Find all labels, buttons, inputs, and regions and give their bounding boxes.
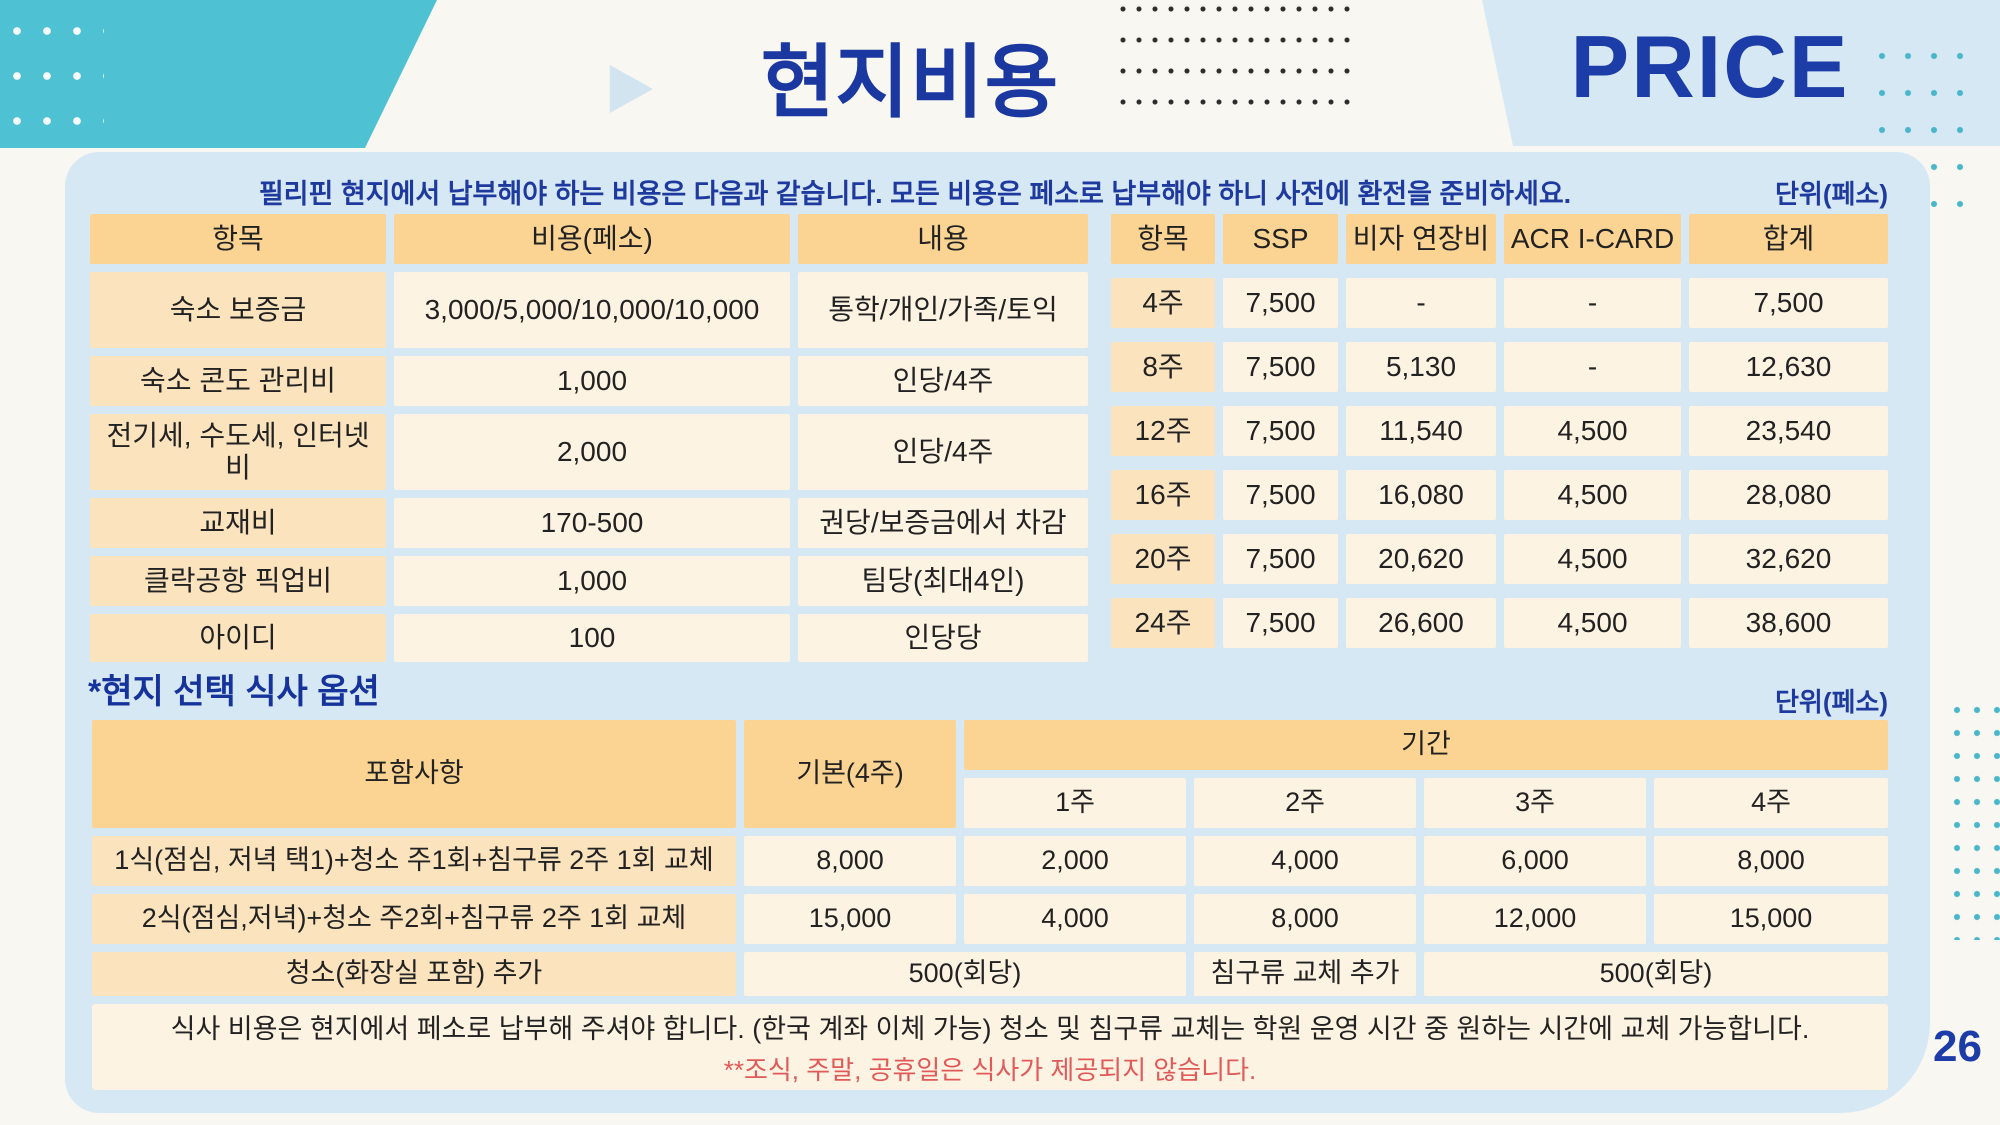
visa-cell-period: 20주 bbox=[1111, 534, 1215, 584]
cost-cell-cost: 3,000/5,000/10,000/10,000 bbox=[394, 272, 790, 348]
visa-cell-acr: 4,500 bbox=[1504, 534, 1681, 584]
visa-cell-visa: - bbox=[1346, 278, 1496, 328]
meal-note-box: 식사 비용은 현지에서 페소로 납부해 주셔야 합니다. (한국 계좌 이체 가… bbox=[92, 1004, 1888, 1090]
meal-note-warning: **조식, 주말, 공휴일은 식사가 제공되지 않습니다. bbox=[723, 1055, 1257, 1085]
cost-header-item: 항목 bbox=[90, 214, 386, 264]
visa-cell-period: 24주 bbox=[1111, 598, 1215, 648]
meal-cell-week4: 8,000 bbox=[1654, 836, 1888, 886]
intro-text: 필리핀 현지에서 납부해야 하는 비용은 다음과 같습니다. 모든 비용은 페소… bbox=[258, 179, 1572, 209]
cost-cell-item: 아이디 bbox=[90, 614, 386, 662]
visa-cell-ssp: 7,500 bbox=[1223, 406, 1338, 456]
visa-cell-acr: 4,500 bbox=[1504, 470, 1681, 520]
visa-header-visa: 비자 연장비 bbox=[1346, 214, 1496, 264]
visa-cell-ssp: 7,500 bbox=[1223, 598, 1338, 648]
visa-cell-total: 28,080 bbox=[1689, 470, 1888, 520]
meal-subheader-week3: 3주 bbox=[1424, 778, 1646, 828]
meal-cell-basic: 15,000 bbox=[744, 894, 956, 944]
meal-subheader-week1: 1주 bbox=[964, 778, 1186, 828]
visa-cell-period: 12주 bbox=[1111, 406, 1215, 456]
cost-cell-desc: 인당당 bbox=[798, 614, 1088, 662]
cost-cell-item: 숙소 보증금 bbox=[90, 272, 386, 348]
meal-subheader-week4: 4주 bbox=[1654, 778, 1888, 828]
teal-banner-shape bbox=[0, 0, 437, 148]
meal-extra-value1: 500(회당) bbox=[744, 952, 1186, 996]
local-cost-table: 항목 비용(페소) 내용 숙소 보증금 3,000/5,000/10,000/1… bbox=[90, 214, 1088, 662]
meal-cell-week2: 8,000 bbox=[1194, 894, 1416, 944]
visa-cell-ssp: 7,500 bbox=[1223, 342, 1338, 392]
price-heading: PRICE bbox=[1570, 17, 1850, 116]
cost-cell-item: 숙소 콘도 관리비 bbox=[90, 356, 386, 406]
visa-cell-acr: 4,500 bbox=[1504, 598, 1681, 648]
cost-cell-item: 전기세, 수도세, 인터넷비 bbox=[90, 414, 386, 490]
meal-cell-included: 1식(점심, 저녁 택1)+청소 주1회+침구류 2주 1회 교체 bbox=[92, 836, 736, 886]
cost-cell-desc: 팀당(최대4인) bbox=[798, 556, 1088, 606]
meal-cell-included: 2식(점심,저녁)+청소 주2회+침구류 2주 1회 교체 bbox=[92, 894, 736, 944]
cost-cell-cost: 2,000 bbox=[394, 414, 790, 490]
visa-cell-total: 32,620 bbox=[1689, 534, 1888, 584]
visa-cell-total: 7,500 bbox=[1689, 278, 1888, 328]
cost-cell-desc: 통학/개인/가족/토익 bbox=[798, 272, 1088, 348]
meal-cell-basic: 8,000 bbox=[744, 836, 956, 886]
visa-cell-total: 23,540 bbox=[1689, 406, 1888, 456]
cost-cell-desc: 인당/4주 bbox=[798, 356, 1088, 406]
visa-cell-ssp: 7,500 bbox=[1223, 534, 1338, 584]
meal-cell-week4: 15,000 bbox=[1654, 894, 1888, 944]
visa-cell-visa: 16,080 bbox=[1346, 470, 1496, 520]
meal-cell-week1: 4,000 bbox=[964, 894, 1186, 944]
meal-extra-label2: 침구류 교체 추가 bbox=[1194, 952, 1416, 996]
visa-cell-period: 16주 bbox=[1111, 470, 1215, 520]
meal-extra-value2: 500(회당) bbox=[1424, 952, 1888, 996]
visa-header-acr: ACR I-CARD bbox=[1504, 214, 1681, 264]
page-title: 현지비용 bbox=[760, 38, 1060, 127]
black-dot-pattern bbox=[1120, 6, 1352, 114]
visa-cell-acr: - bbox=[1504, 278, 1681, 328]
cost-header-cost: 비용(페소) bbox=[394, 214, 790, 264]
meal-cell-week2: 4,000 bbox=[1194, 836, 1416, 886]
meal-option-table: 포함사항 기본(4주) 기간 1주 2주 3주 4주 1식(점심, 저녁 택1)… bbox=[92, 720, 1888, 996]
meal-header-basic: 기본(4주) bbox=[744, 720, 956, 828]
cost-cell-desc: 권당/보증금에서 차감 bbox=[798, 498, 1088, 548]
cost-cell-cost: 170-500 bbox=[394, 498, 790, 548]
visa-cell-total: 38,600 bbox=[1689, 598, 1888, 648]
cost-cell-item: 클락공항 픽업비 bbox=[90, 556, 386, 606]
visa-cell-ssp: 7,500 bbox=[1223, 278, 1338, 328]
meal-subheader-week2: 2주 bbox=[1194, 778, 1416, 828]
meal-cell-week3: 6,000 bbox=[1424, 836, 1646, 886]
cost-cell-cost: 1,000 bbox=[394, 356, 790, 406]
cost-header-desc: 내용 bbox=[798, 214, 1088, 264]
cost-cell-cost: 1,000 bbox=[394, 556, 790, 606]
meal-header-period: 기간 bbox=[964, 720, 1888, 770]
cost-cell-item: 교재비 bbox=[90, 498, 386, 548]
cost-cell-desc: 인당/4주 bbox=[798, 414, 1088, 490]
unit-label-meal: 단위(페소) bbox=[1775, 687, 1888, 717]
cost-cell-cost: 100 bbox=[394, 614, 790, 662]
visa-cell-visa: 20,620 bbox=[1346, 534, 1496, 584]
visa-cell-acr: - bbox=[1504, 342, 1681, 392]
visa-header-period: 항목 bbox=[1111, 214, 1215, 264]
visa-cell-total: 12,630 bbox=[1689, 342, 1888, 392]
play-triangle-icon bbox=[609, 65, 653, 113]
visa-cell-acr: 4,500 bbox=[1504, 406, 1681, 456]
visa-cell-ssp: 7,500 bbox=[1223, 470, 1338, 520]
meal-extra-label: 청소(화장실 포함) 추가 bbox=[92, 952, 736, 996]
visa-cell-period: 4주 bbox=[1111, 278, 1215, 328]
visa-cell-period: 8주 bbox=[1111, 342, 1215, 392]
unit-label-top: 단위(페소) bbox=[1775, 179, 1888, 209]
visa-fee-table: 항목 SSP 비자 연장비 ACR I-CARD 합계 4주 7,500 - -… bbox=[1111, 214, 1888, 648]
visa-cell-visa: 26,600 bbox=[1346, 598, 1496, 648]
meal-cell-week3: 12,000 bbox=[1424, 894, 1646, 944]
meal-section-title: *현지 선택 식사 옵션 bbox=[88, 673, 380, 711]
visa-header-ssp: SSP bbox=[1223, 214, 1338, 264]
visa-cell-visa: 5,130 bbox=[1346, 342, 1496, 392]
meal-cell-week1: 2,000 bbox=[964, 836, 1186, 886]
page-number: 26 bbox=[1933, 1022, 1982, 1071]
meal-note-text: 식사 비용은 현지에서 페소로 납부해 주셔야 합니다. (한국 계좌 이체 가… bbox=[170, 1014, 1810, 1044]
meal-header-included: 포함사항 bbox=[92, 720, 736, 828]
visa-header-total: 합계 bbox=[1689, 214, 1888, 264]
teal-dot-pattern-bottom bbox=[1953, 706, 2000, 940]
visa-cell-visa: 11,540 bbox=[1346, 406, 1496, 456]
